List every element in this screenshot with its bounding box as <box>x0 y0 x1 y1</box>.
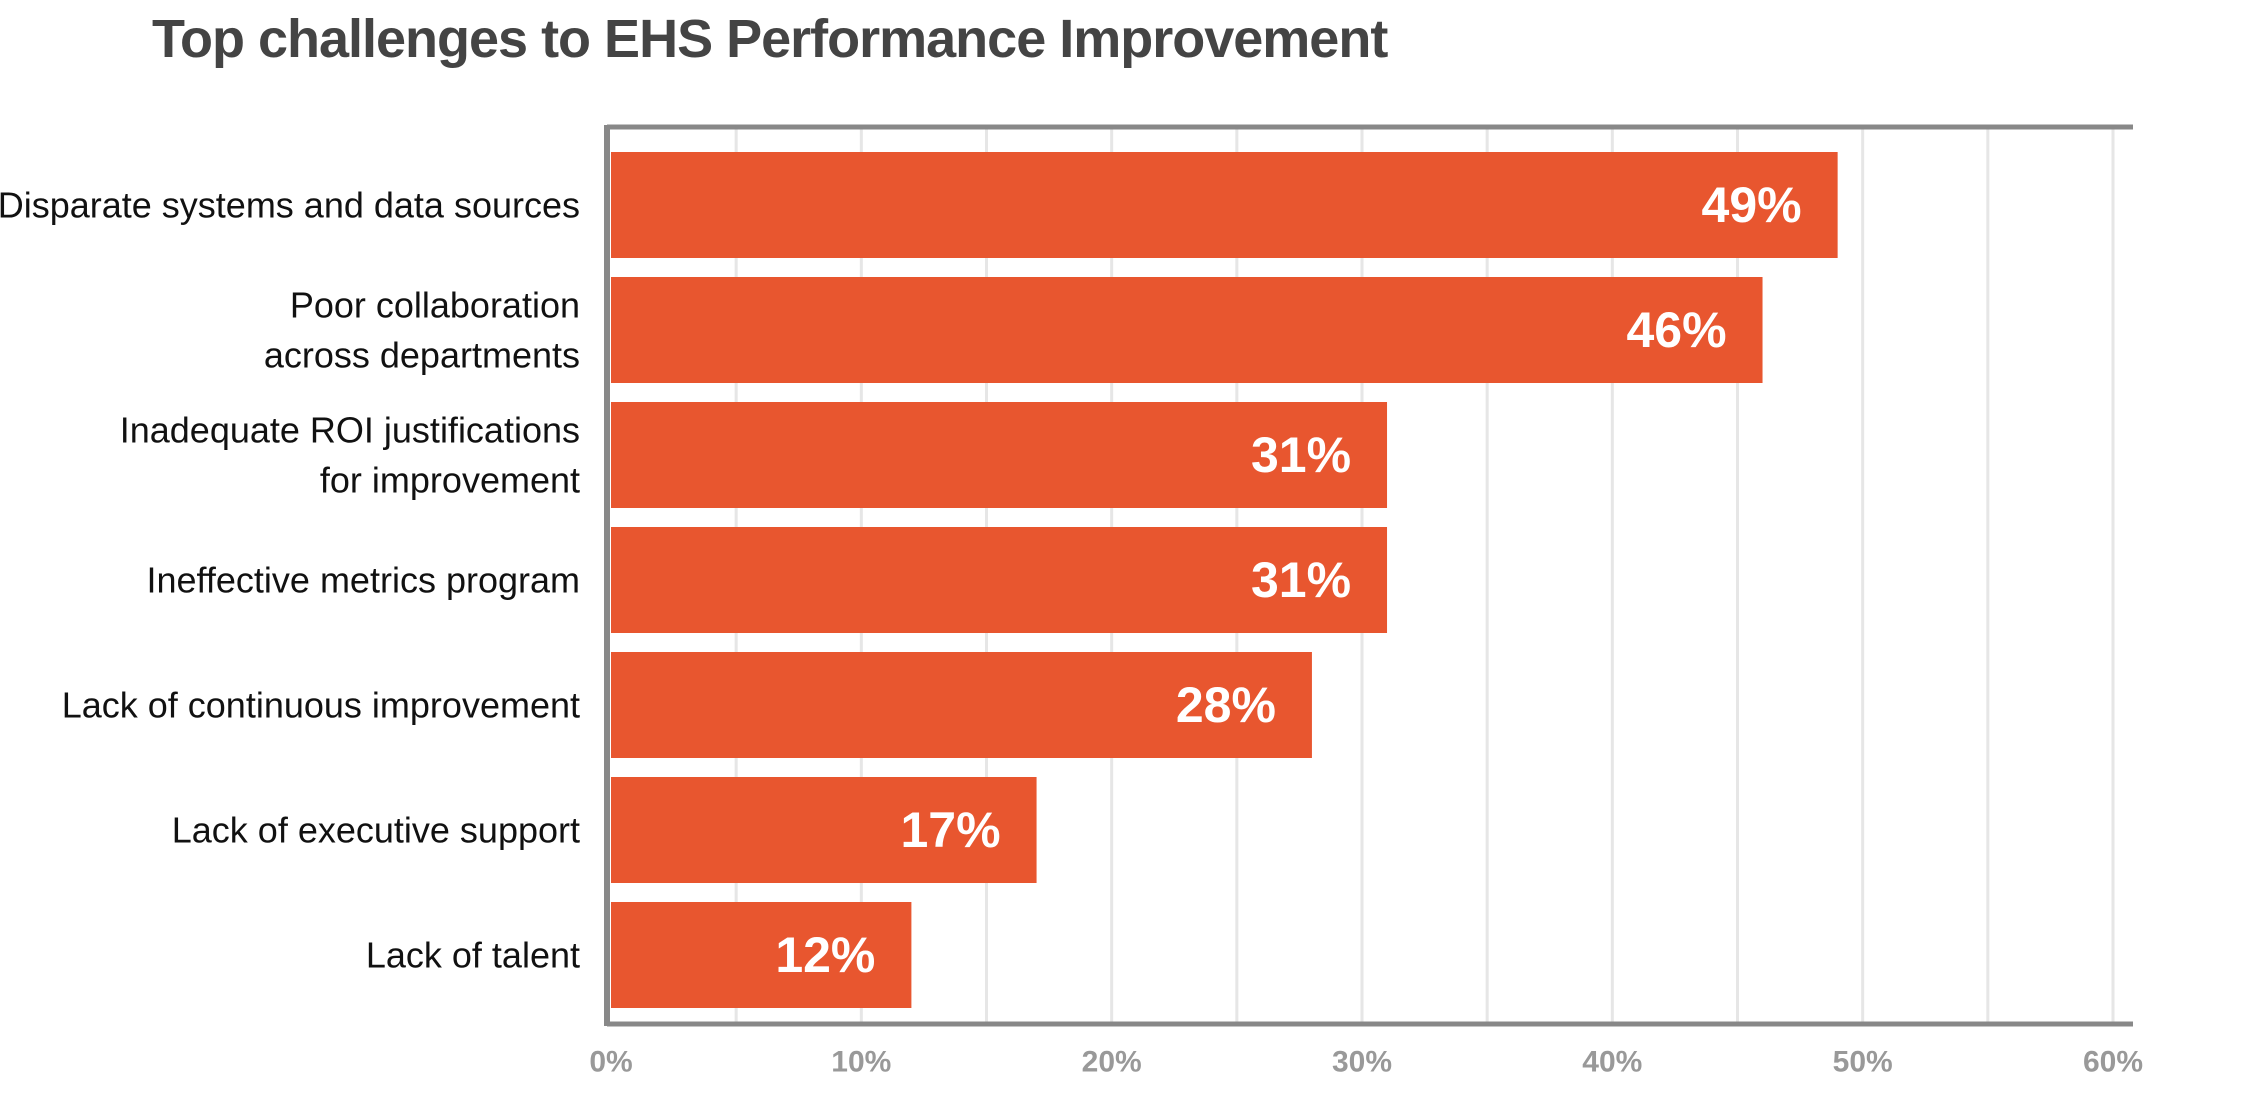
x-tick-label: 10% <box>831 1046 891 1079</box>
data-label: 31% <box>1251 427 1351 483</box>
data-label: 28% <box>1176 677 1276 733</box>
x-tick-label: 30% <box>1332 1046 1392 1079</box>
bar <box>611 152 1838 258</box>
x-tick-label: 0% <box>589 1046 632 1079</box>
category-label: Lack of talent <box>366 935 580 976</box>
x-tick-label: 50% <box>1833 1046 1893 1079</box>
category-label: Lack of continuous improvement <box>62 685 580 726</box>
data-label: 46% <box>1626 302 1726 358</box>
category-label: Poor collaboration <box>290 285 580 326</box>
bar <box>611 652 1312 758</box>
category-label: Disparate systems and data sources <box>0 185 580 226</box>
data-label: 49% <box>1702 177 1802 233</box>
bar <box>611 902 912 1008</box>
bar <box>611 402 1388 508</box>
category-label: Inadequate ROI justifications <box>120 410 580 451</box>
category-label: across departments <box>264 335 580 376</box>
chart-title: Top challenges to EHS Performance Improv… <box>152 9 1388 69</box>
bars <box>611 152 1838 1008</box>
bar <box>611 527 1388 633</box>
x-tick-label: 40% <box>1582 1046 1642 1079</box>
labels: Disparate systems and data sources 49% Poo… <box>0 177 2143 1079</box>
x-tick-label: 60% <box>2083 1046 2143 1079</box>
category-label: Ineffective metrics program <box>147 560 581 601</box>
bar <box>611 277 1763 383</box>
axes <box>604 124 2133 1027</box>
data-label: 17% <box>900 802 1000 858</box>
bar <box>611 777 1037 883</box>
x-tick-label: 20% <box>1082 1046 1142 1079</box>
category-label: Lack of executive support <box>172 810 580 851</box>
data-label: 12% <box>775 927 875 983</box>
category-label: for improvement <box>320 460 580 501</box>
data-label: 31% <box>1251 552 1351 608</box>
